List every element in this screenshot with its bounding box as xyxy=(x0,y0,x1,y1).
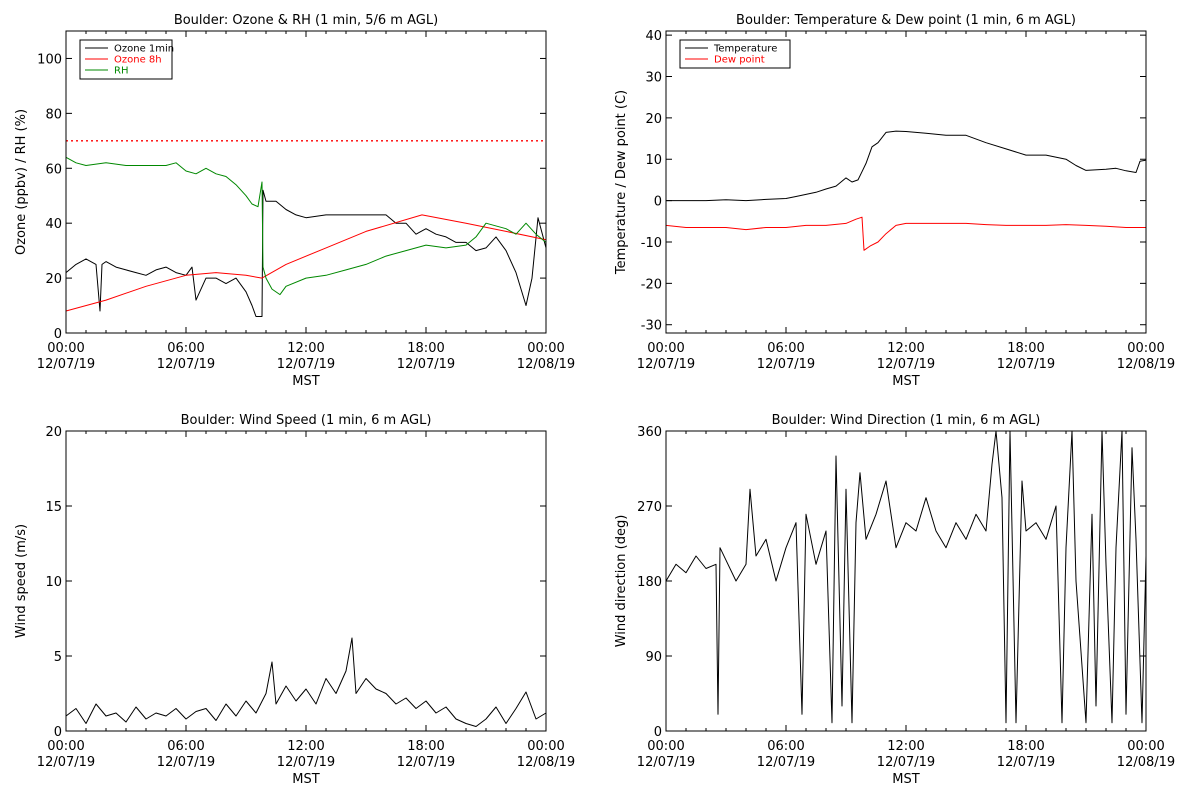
series-line-2 xyxy=(665,216,1146,251)
x-tick-date: 12/08/19 xyxy=(1117,357,1175,372)
y-tick-label: 60 xyxy=(45,162,62,177)
series-line-1 xyxy=(65,189,547,317)
x-axis-label: MST xyxy=(292,374,319,389)
y-tick-label: 40 xyxy=(45,217,62,232)
x-tick-time: 00:00 xyxy=(647,739,684,754)
legend-label: Temperature xyxy=(713,44,777,55)
y-tick-label: 100 xyxy=(37,52,62,67)
y-tick-label: 5 xyxy=(54,650,62,665)
x-tick-time: 18:00 xyxy=(407,341,444,356)
x-tick-date: 12/07/19 xyxy=(157,357,215,372)
y-tick-label: 360 xyxy=(637,425,662,440)
chart-title: Boulder: Wind Direction (1 min, 6 m AGL) xyxy=(772,413,1041,428)
x-tick-date: 12/07/19 xyxy=(637,357,695,372)
x-tick-time: 00:00 xyxy=(527,341,564,356)
y-tick-label: -20 xyxy=(641,277,662,292)
x-tick-time: 06:00 xyxy=(767,341,804,356)
chart-title: Boulder: Wind Speed (1 min, 6 m AGL) xyxy=(181,413,432,428)
series-line-1 xyxy=(666,130,1147,202)
x-tick-date: 12/07/19 xyxy=(397,755,455,770)
y-tick-label: 180 xyxy=(637,575,662,590)
x-tick-time: 18:00 xyxy=(1007,341,1044,356)
legend-label: Ozone 8h xyxy=(114,55,162,66)
y-tick-label: 10 xyxy=(645,153,662,168)
x-tick-date: 12/08/19 xyxy=(517,755,575,770)
y-tick-label: 10 xyxy=(45,575,62,590)
x-tick-date: 12/07/19 xyxy=(397,357,455,372)
series-line-1 xyxy=(65,637,547,727)
x-axis-label: MST xyxy=(292,772,319,787)
x-tick-time: 18:00 xyxy=(1007,739,1044,754)
y-axis-label: Wind speed (m/s) xyxy=(14,524,29,638)
x-tick-date: 12/07/19 xyxy=(997,755,1055,770)
y-tick-label: 270 xyxy=(637,500,662,515)
chart-panel-4: Boulder: Wind Direction (1 min, 6 m AGL)… xyxy=(614,413,1175,787)
x-tick-time: 00:00 xyxy=(1127,341,1164,356)
x-tick-date: 12/07/19 xyxy=(757,357,815,372)
x-tick-time: 00:00 xyxy=(47,739,84,754)
x-tick-time: 12:00 xyxy=(287,341,324,356)
x-tick-date: 12/07/19 xyxy=(157,755,215,770)
chart-title: Boulder: Temperature & Dew point (1 min,… xyxy=(736,13,1076,28)
y-tick-label: 40 xyxy=(645,29,662,44)
legend-box xyxy=(679,39,791,69)
y-tick-label: 90 xyxy=(645,650,662,665)
x-tick-date: 12/07/19 xyxy=(877,357,935,372)
legend-label: RH xyxy=(114,66,128,77)
x-tick-date: 12/07/19 xyxy=(757,755,815,770)
legend-label: Ozone 1min xyxy=(114,44,174,55)
x-tick-date: 12/07/19 xyxy=(277,357,335,372)
y-tick-label: 20 xyxy=(45,272,62,287)
series-line-2 xyxy=(65,214,547,312)
x-axis-label: MST xyxy=(892,772,919,787)
y-tick-label: 20 xyxy=(45,425,62,440)
y-tick-label: 0 xyxy=(654,195,662,210)
x-tick-date: 12/07/19 xyxy=(877,755,935,770)
plot-frame xyxy=(65,430,547,732)
plot-frame xyxy=(665,430,1147,732)
x-tick-date: 12/07/19 xyxy=(37,357,95,372)
x-tick-time: 12:00 xyxy=(287,739,324,754)
y-tick-label: 0 xyxy=(54,327,62,342)
y-axis-label: Wind direction (deg) xyxy=(614,515,629,648)
series-line-1 xyxy=(665,430,1147,724)
chart-panel-1: Boulder: Ozone & RH (1 min, 5/6 m AGL) 0 2… xyxy=(14,13,575,389)
series-line-3 xyxy=(65,156,547,296)
x-tick-time: 06:00 xyxy=(767,739,804,754)
x-tick-time: 06:00 xyxy=(167,341,204,356)
y-axis-label: Temperature / Dew point (C) xyxy=(614,90,629,275)
y-axis-label: Ozone (ppbv) / RH (%) xyxy=(14,109,29,255)
x-tick-date: 12/08/19 xyxy=(1117,755,1175,770)
x-tick-date: 12/07/19 xyxy=(277,755,335,770)
x-tick-time: 00:00 xyxy=(527,739,564,754)
y-tick-label: 0 xyxy=(54,725,62,740)
x-tick-time: 00:00 xyxy=(647,341,684,356)
x-tick-date: 12/07/19 xyxy=(637,755,695,770)
x-tick-time: 12:00 xyxy=(887,341,924,356)
y-tick-label: 30 xyxy=(645,71,662,86)
y-tick-label: 20 xyxy=(645,112,662,127)
x-tick-date: 12/07/19 xyxy=(37,755,95,770)
x-axis-label: MST xyxy=(892,374,919,389)
y-tick-label: 0 xyxy=(654,725,662,740)
y-tick-label: -30 xyxy=(641,319,662,334)
x-tick-time: 18:00 xyxy=(407,739,444,754)
x-tick-time: 12:00 xyxy=(887,739,924,754)
y-tick-label: 80 xyxy=(45,107,62,122)
chart-panel-2: Boulder: Temperature & Dew point (1 min,… xyxy=(614,13,1175,389)
x-tick-date: 12/08/19 xyxy=(517,357,575,372)
y-tick-label: 15 xyxy=(45,500,62,515)
x-tick-time: 06:00 xyxy=(167,739,204,754)
chart-panel-3: Boulder: Wind Speed (1 min, 6 m AGL) 0 5 10… xyxy=(14,413,575,787)
legend-label: Dew point xyxy=(714,55,765,66)
chart-title: Boulder: Ozone & RH (1 min, 5/6 m AGL) xyxy=(174,13,438,28)
plot-frame xyxy=(665,30,1147,334)
x-tick-time: 00:00 xyxy=(47,341,84,356)
x-tick-date: 12/07/19 xyxy=(997,357,1055,372)
x-tick-time: 00:00 xyxy=(1127,739,1164,754)
y-tick-label: -10 xyxy=(641,236,662,251)
